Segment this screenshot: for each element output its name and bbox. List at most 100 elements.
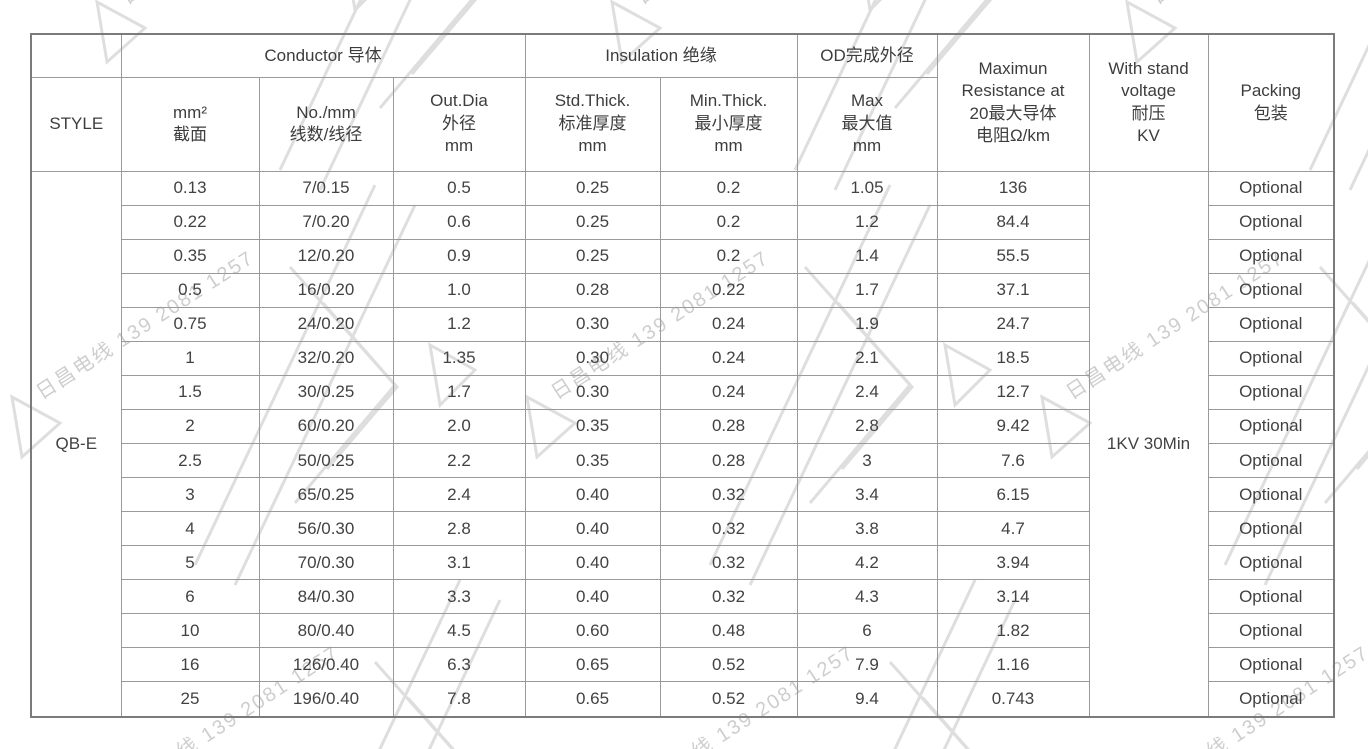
cell-packing: Optional — [1207, 170, 1335, 206]
cell-resistance: 37.1 — [936, 272, 1090, 308]
watermark-tile: 日昌电线 139 2081 1257 — [0, 0, 148, 65]
cell-min-thick: 0.2 — [659, 204, 798, 240]
cell-od-max: 2.1 — [796, 340, 938, 376]
cell-out-dia: 0.6 — [392, 204, 526, 240]
cell-packing: Optional — [1207, 511, 1335, 547]
cell-strands: 7/0.20 — [258, 204, 394, 240]
cell-mm2: 2 — [120, 408, 260, 445]
cell-od-max: 3.4 — [796, 477, 938, 513]
watermark-text: 日昌电线 139 2081 1257 — [1144, 0, 1368, 10]
header-od-max: Max 最大值 mm — [796, 76, 938, 172]
cell-mm2: 25 — [120, 681, 260, 718]
cell-min-thick: 0.22 — [659, 272, 798, 308]
cell-out-dia: 1.35 — [392, 340, 526, 376]
cell-od-max: 4.2 — [796, 545, 938, 581]
cell-packing: Optional — [1207, 477, 1335, 513]
cell-resistance: 55.5 — [936, 238, 1090, 274]
cell-out-dia: 2.4 — [392, 477, 526, 513]
cell-packing: Optional — [1207, 681, 1335, 718]
cell-strands: 80/0.40 — [258, 613, 394, 649]
cell-resistance: 18.5 — [936, 340, 1090, 376]
cell-min-thick: 0.32 — [659, 511, 798, 547]
spec-table-header: Conductor 导体 Insulation 绝缘 OD完成外径 Maximu… — [30, 33, 1335, 172]
cell-packing: Optional — [1207, 340, 1335, 376]
cell-packing: Optional — [1207, 374, 1335, 410]
cell-std-thick: 0.65 — [524, 647, 661, 683]
watermark-logo-icon — [95, 0, 148, 65]
cell-packing: Optional — [1207, 613, 1335, 649]
cell-resistance: 4.7 — [936, 511, 1090, 547]
watermark-logo-icon — [793, 0, 1178, 191]
cell-std-thick: 0.28 — [524, 272, 661, 308]
cell-out-dia: 2.2 — [392, 442, 526, 479]
cell-std-thick: 0.40 — [524, 579, 661, 615]
cell-std-thick: 0.40 — [524, 545, 661, 581]
cell-mm2: 0.13 — [120, 170, 260, 206]
cell-packing: Optional — [1207, 272, 1335, 308]
cell-packing: Optional — [1207, 647, 1335, 683]
cell-out-dia: 1.7 — [392, 374, 526, 410]
header-std-thick: Std.Thick. 标准厚度 mm — [524, 76, 661, 172]
cell-strands: 50/0.25 — [258, 442, 394, 479]
cell-mm2: 1 — [120, 340, 260, 376]
cell-od-max: 7.9 — [796, 647, 938, 683]
cell-out-dia: 3.3 — [392, 579, 526, 615]
header-style-top-cell — [30, 33, 122, 78]
withstand-cell: 1KV 30Min — [1088, 170, 1209, 718]
header-out-dia: Out.Dia 外径 mm — [392, 76, 526, 172]
cell-min-thick: 0.32 — [659, 477, 798, 513]
header-packing: Packing 包装 — [1207, 33, 1335, 172]
cell-od-max: 6 — [796, 613, 938, 649]
cell-mm2: 2.5 — [120, 442, 260, 479]
cell-std-thick: 0.35 — [524, 442, 661, 479]
cell-std-thick: 0.35 — [524, 408, 661, 445]
watermark-text: 日昌电线 139 2081 1257 — [629, 0, 859, 10]
cell-resistance: 3.14 — [936, 579, 1090, 615]
cell-packing: Optional — [1207, 306, 1335, 342]
cell-od-max: 2.8 — [796, 408, 938, 445]
cell-strands: 196/0.40 — [258, 681, 394, 718]
cell-std-thick: 0.25 — [524, 170, 661, 206]
cell-resistance: 24.7 — [936, 306, 1090, 342]
cell-out-dia: 0.5 — [392, 170, 526, 206]
header-resistance: Maximun Resistance at 20最大导体 电阻Ω/km — [936, 33, 1090, 172]
spec-table-body: QB-E 0.13 7/0.15 0.5 0.25 0.2 1.05 136 1KV 30Min… — [30, 170, 1335, 718]
cell-out-dia: 1.0 — [392, 272, 526, 308]
cell-std-thick: 0.30 — [524, 374, 661, 410]
cell-strands: 84/0.30 — [258, 579, 394, 615]
cell-min-thick: 0.32 — [659, 579, 798, 615]
cell-mm2: 16 — [120, 647, 260, 683]
cell-std-thick: 0.40 — [524, 477, 661, 513]
cell-strands: 12/0.20 — [258, 238, 394, 274]
cell-od-max: 4.3 — [796, 579, 938, 615]
cell-min-thick: 0.2 — [659, 170, 798, 206]
cell-packing: Optional — [1207, 545, 1335, 581]
cell-std-thick: 0.25 — [524, 238, 661, 274]
cell-min-thick: 0.52 — [659, 647, 798, 683]
cell-strands: 65/0.25 — [258, 477, 394, 513]
cell-strands: 60/0.20 — [258, 408, 394, 445]
cell-std-thick: 0.60 — [524, 613, 661, 649]
cell-out-dia: 4.5 — [392, 613, 526, 649]
cell-strands: 24/0.20 — [258, 306, 394, 342]
cell-mm2: 0.75 — [120, 306, 260, 342]
cell-resistance: 7.6 — [936, 442, 1090, 479]
cell-od-max: 2.4 — [796, 374, 938, 410]
cell-out-dia: 2.8 — [392, 511, 526, 547]
cell-mm2: 5 — [120, 545, 260, 581]
cell-resistance: 1.16 — [936, 647, 1090, 683]
cell-strands: 126/0.40 — [258, 647, 394, 683]
cell-out-dia: 6.3 — [392, 647, 526, 683]
cell-od-max: 3 — [796, 442, 938, 479]
cell-mm2: 6 — [120, 579, 260, 615]
cell-min-thick: 0.28 — [659, 442, 798, 479]
cell-std-thick: 0.25 — [524, 204, 661, 240]
watermark-text: 日昌电线 139 2081 1257 — [114, 0, 344, 10]
table-row: QB-E 0.13 7/0.15 0.5 0.25 0.2 1.05 136 1KV 30Min… — [30, 170, 1335, 718]
cell-od-max: 1.4 — [796, 238, 938, 274]
cell-min-thick: 0.48 — [659, 613, 798, 649]
cell-min-thick: 0.24 — [659, 340, 798, 376]
cell-resistance: 12.7 — [936, 374, 1090, 410]
cell-packing: Optional — [1207, 579, 1335, 615]
cell-resistance: 9.42 — [936, 408, 1090, 445]
